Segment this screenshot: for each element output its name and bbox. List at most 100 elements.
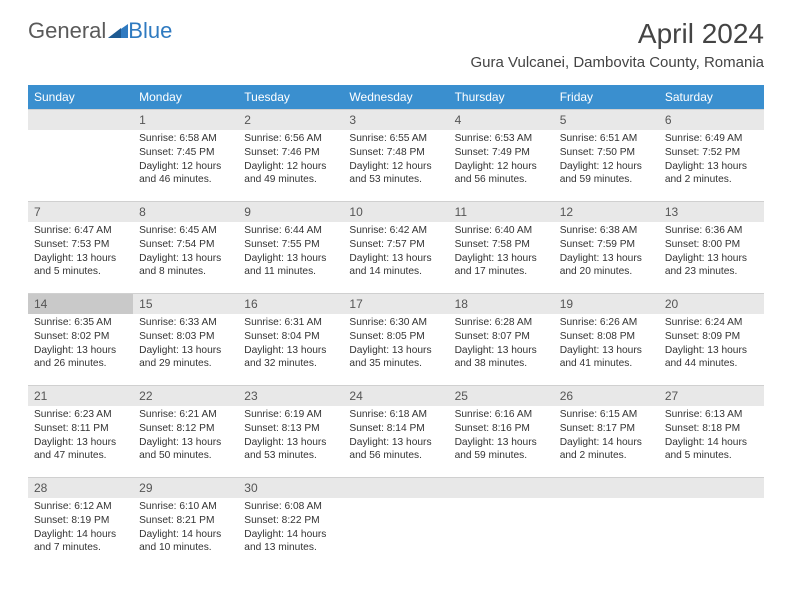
sunset-text: Sunset: 7:46 PM — [244, 146, 337, 160]
day-details: Sunrise: 6:55 AMSunset: 7:48 PMDaylight:… — [343, 130, 448, 192]
day-details: Sunrise: 6:26 AMSunset: 8:08 PMDaylight:… — [554, 314, 659, 376]
day-number: 22 — [133, 385, 238, 406]
day-details: Sunrise: 6:28 AMSunset: 8:07 PMDaylight:… — [449, 314, 554, 376]
day-number: 17 — [343, 293, 448, 314]
sunrise-text: Sunrise: 6:10 AM — [139, 500, 232, 514]
calendar-cell: 7Sunrise: 6:47 AMSunset: 7:53 PMDaylight… — [28, 201, 133, 293]
day-details: Sunrise: 6:42 AMSunset: 7:57 PMDaylight:… — [343, 222, 448, 284]
day-header-cell: Friday — [554, 85, 659, 109]
sunrise-text: Sunrise: 6:55 AM — [349, 132, 442, 146]
day-details: Sunrise: 6:18 AMSunset: 8:14 PMDaylight:… — [343, 406, 448, 468]
location-text: Gura Vulcanei, Dambovita County, Romania — [471, 54, 764, 71]
calendar-row: 14Sunrise: 6:35 AMSunset: 8:02 PMDayligh… — [28, 293, 764, 385]
sunrise-text: Sunrise: 6:08 AM — [244, 500, 337, 514]
daylight-text: Daylight: 13 hours and 26 minutes. — [34, 344, 127, 372]
day-details: Sunrise: 6:44 AMSunset: 7:55 PMDaylight:… — [238, 222, 343, 284]
calendar-cell: 29Sunrise: 6:10 AMSunset: 8:21 PMDayligh… — [133, 477, 238, 569]
calendar-cell: 18Sunrise: 6:28 AMSunset: 8:07 PMDayligh… — [449, 293, 554, 385]
day-number: 29 — [133, 477, 238, 498]
day-header-cell: Tuesday — [238, 85, 343, 109]
day-number: 25 — [449, 385, 554, 406]
sunrise-text: Sunrise: 6:31 AM — [244, 316, 337, 330]
calendar-cell: 6Sunrise: 6:49 AMSunset: 7:52 PMDaylight… — [659, 109, 764, 201]
daylight-text: Daylight: 12 hours and 59 minutes. — [560, 160, 653, 188]
day-number: 4 — [449, 109, 554, 130]
daylight-text: Daylight: 13 hours and 8 minutes. — [139, 252, 232, 280]
sunrise-text: Sunrise: 6:42 AM — [349, 224, 442, 238]
sunrise-text: Sunrise: 6:38 AM — [560, 224, 653, 238]
sunrise-text: Sunrise: 6:28 AM — [455, 316, 548, 330]
calendar-cell: 2Sunrise: 6:56 AMSunset: 7:46 PMDaylight… — [238, 109, 343, 201]
sunrise-text: Sunrise: 6:23 AM — [34, 408, 127, 422]
calendar-cell — [28, 109, 133, 201]
day-number: 3 — [343, 109, 448, 130]
day-number: 12 — [554, 201, 659, 222]
day-number: 8 — [133, 201, 238, 222]
calendar-cell: 30Sunrise: 6:08 AMSunset: 8:22 PMDayligh… — [238, 477, 343, 569]
sunset-text: Sunset: 8:18 PM — [665, 422, 758, 436]
sunset-text: Sunset: 7:53 PM — [34, 238, 127, 252]
daylight-text: Daylight: 13 hours and 50 minutes. — [139, 436, 232, 464]
sunrise-text: Sunrise: 6:30 AM — [349, 316, 442, 330]
sunset-text: Sunset: 7:57 PM — [349, 238, 442, 252]
calendar-cell — [659, 477, 764, 569]
calendar-cell: 22Sunrise: 6:21 AMSunset: 8:12 PMDayligh… — [133, 385, 238, 477]
day-details: Sunrise: 6:47 AMSunset: 7:53 PMDaylight:… — [28, 222, 133, 284]
daylight-text: Daylight: 12 hours and 46 minutes. — [139, 160, 232, 188]
day-details: Sunrise: 6:58 AMSunset: 7:45 PMDaylight:… — [133, 130, 238, 192]
day-number: 5 — [554, 109, 659, 130]
sunset-text: Sunset: 8:07 PM — [455, 330, 548, 344]
brand-logo: General Blue — [28, 18, 172, 44]
calendar-cell: 16Sunrise: 6:31 AMSunset: 8:04 PMDayligh… — [238, 293, 343, 385]
sunrise-text: Sunrise: 6:47 AM — [34, 224, 127, 238]
sunrise-text: Sunrise: 6:33 AM — [139, 316, 232, 330]
calendar-cell: 11Sunrise: 6:40 AMSunset: 7:58 PMDayligh… — [449, 201, 554, 293]
sunset-text: Sunset: 8:00 PM — [665, 238, 758, 252]
calendar-cell: 14Sunrise: 6:35 AMSunset: 8:02 PMDayligh… — [28, 293, 133, 385]
day-header-row: SundayMondayTuesdayWednesdayThursdayFrid… — [28, 85, 764, 109]
calendar-cell: 23Sunrise: 6:19 AMSunset: 8:13 PMDayligh… — [238, 385, 343, 477]
sunrise-text: Sunrise: 6:13 AM — [665, 408, 758, 422]
sunset-text: Sunset: 7:52 PM — [665, 146, 758, 160]
calendar-cell: 10Sunrise: 6:42 AMSunset: 7:57 PMDayligh… — [343, 201, 448, 293]
daylight-text: Daylight: 13 hours and 17 minutes. — [455, 252, 548, 280]
day-details: Sunrise: 6:08 AMSunset: 8:22 PMDaylight:… — [238, 498, 343, 560]
sunrise-text: Sunrise: 6:36 AM — [665, 224, 758, 238]
calendar-cell: 19Sunrise: 6:26 AMSunset: 8:08 PMDayligh… — [554, 293, 659, 385]
sunset-text: Sunset: 7:58 PM — [455, 238, 548, 252]
calendar-cell: 9Sunrise: 6:44 AMSunset: 7:55 PMDaylight… — [238, 201, 343, 293]
triangle-icon — [108, 18, 128, 44]
daylight-text: Daylight: 12 hours and 49 minutes. — [244, 160, 337, 188]
sunrise-text: Sunrise: 6:40 AM — [455, 224, 548, 238]
day-number: 9 — [238, 201, 343, 222]
day-number: 19 — [554, 293, 659, 314]
empty-day-bar — [343, 477, 448, 498]
sunrise-text: Sunrise: 6:35 AM — [34, 316, 127, 330]
day-number: 7 — [28, 201, 133, 222]
sunrise-text: Sunrise: 6:12 AM — [34, 500, 127, 514]
sunrise-text: Sunrise: 6:15 AM — [560, 408, 653, 422]
day-number: 24 — [343, 385, 448, 406]
calendar-body: 1Sunrise: 6:58 AMSunset: 7:45 PMDaylight… — [28, 109, 764, 569]
day-number: 6 — [659, 109, 764, 130]
daylight-text: Daylight: 13 hours and 11 minutes. — [244, 252, 337, 280]
daylight-text: Daylight: 13 hours and 56 minutes. — [349, 436, 442, 464]
daylight-text: Daylight: 13 hours and 20 minutes. — [560, 252, 653, 280]
daylight-text: Daylight: 13 hours and 53 minutes. — [244, 436, 337, 464]
calendar-cell: 21Sunrise: 6:23 AMSunset: 8:11 PMDayligh… — [28, 385, 133, 477]
sunset-text: Sunset: 8:03 PM — [139, 330, 232, 344]
calendar-row: 28Sunrise: 6:12 AMSunset: 8:19 PMDayligh… — [28, 477, 764, 569]
day-header-cell: Saturday — [659, 85, 764, 109]
sunset-text: Sunset: 8:19 PM — [34, 514, 127, 528]
day-number: 26 — [554, 385, 659, 406]
daylight-text: Daylight: 13 hours and 14 minutes. — [349, 252, 442, 280]
sunrise-text: Sunrise: 6:51 AM — [560, 132, 653, 146]
day-details: Sunrise: 6:38 AMSunset: 7:59 PMDaylight:… — [554, 222, 659, 284]
daylight-text: Daylight: 13 hours and 32 minutes. — [244, 344, 337, 372]
sunrise-text: Sunrise: 6:26 AM — [560, 316, 653, 330]
title-block: April 2024 Gura Vulcanei, Dambovita Coun… — [471, 18, 764, 71]
day-details: Sunrise: 6:35 AMSunset: 8:02 PMDaylight:… — [28, 314, 133, 376]
sunset-text: Sunset: 8:08 PM — [560, 330, 653, 344]
empty-day-bar — [554, 477, 659, 498]
sunset-text: Sunset: 8:04 PM — [244, 330, 337, 344]
